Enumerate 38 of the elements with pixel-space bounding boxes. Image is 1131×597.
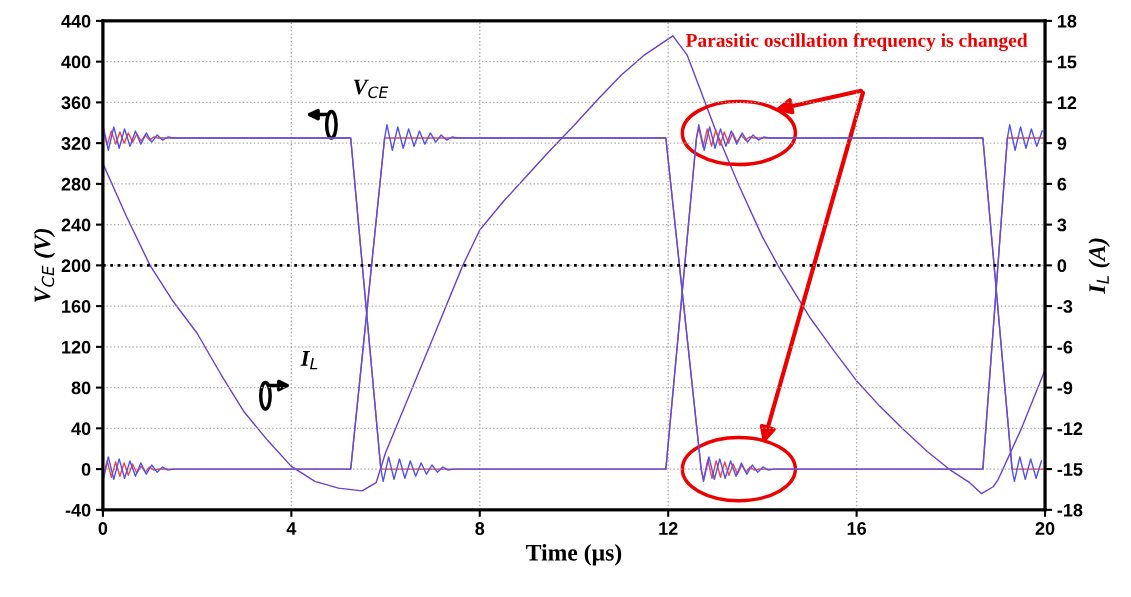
y-tick-label: 160 <box>62 300 91 313</box>
x-tick-label: 8 <box>475 522 485 535</box>
y-tick-label: 200 <box>61 259 91 273</box>
y-tick-label: 320 <box>61 137 91 150</box>
y2-tick-label: 18 <box>1057 14 1077 28</box>
x-tick-label: 20 <box>1035 522 1055 535</box>
x-tick-label: 4 <box>286 522 297 535</box>
y-tick-label: 360 <box>61 96 91 110</box>
y2-tick-label: 15 <box>1057 55 1077 69</box>
annotation: I$_{L}$ <box>300 351 318 370</box>
y-tick-label: -40 <box>65 503 91 517</box>
y2-tick-label: -6 <box>1057 340 1073 354</box>
y-tick-label: 120 <box>62 340 91 354</box>
y2-tick-label: 0 <box>1057 259 1067 273</box>
y-tick-label: 0 <box>81 463 91 476</box>
y-tick-label: 80 <box>71 381 91 395</box>
y-tick-label: 280 <box>61 177 91 191</box>
x-axis-title: Time (µs) <box>526 544 622 566</box>
y-tick-label: 400 <box>61 55 91 69</box>
annotation: Parasitic oscillation frequency is changed <box>685 33 1028 52</box>
y-tick-label: 40 <box>71 422 91 436</box>
y2-tick-label: -18 <box>1057 503 1083 517</box>
x-tick-label: 0 <box>98 522 108 535</box>
y2-axis-title: I$_{L}$ (A) <box>1088 238 1110 294</box>
y2-tick-label: -15 <box>1057 463 1083 476</box>
y2-tick-label: 6 <box>1057 177 1067 191</box>
y2-tick-label: -9 <box>1057 381 1073 395</box>
y2-tick-label: -3 <box>1057 300 1073 313</box>
x-tick-label: 16 <box>847 522 867 535</box>
y-axis-title: V$_{CE}$ (V) <box>33 228 56 302</box>
y-tick-label: 440 <box>61 14 91 28</box>
y2-tick-label: 3 <box>1057 218 1067 232</box>
y2-tick-label: -12 <box>1057 422 1083 435</box>
y2-tick-label: 9 <box>1057 137 1067 150</box>
x-tick-label: 12 <box>659 522 678 535</box>
y-tick-label: 240 <box>61 218 91 232</box>
y2-tick-label: 12 <box>1057 96 1077 109</box>
annotation: V$_{CE}$ <box>353 79 389 99</box>
